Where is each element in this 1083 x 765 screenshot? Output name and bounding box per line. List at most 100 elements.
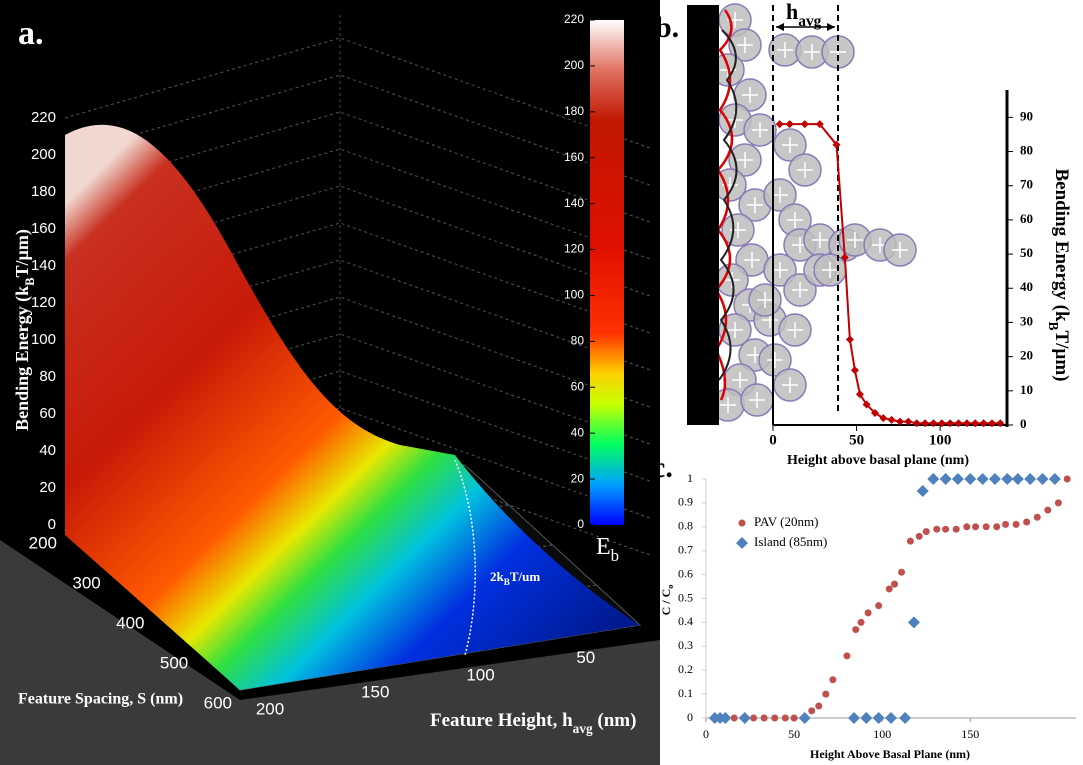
grid-line [64,333,651,445]
particle-cross [782,137,798,153]
y-axis-label-part: (nm) [593,710,637,731]
y-axis-label-part: Feature Height, h [430,710,573,731]
colorbar-tick-label: 60 [571,379,585,393]
marker [1048,473,1061,485]
z-tick-label: 80 [39,368,56,385]
particle-cross [772,262,788,278]
marker [887,415,896,424]
marker [790,714,798,722]
z-axis-label-part: Bending Energy (k [12,286,33,431]
marker [937,419,946,428]
marker [907,616,920,629]
particle-cross [777,42,793,58]
colorbar-tick-label: 80 [571,334,585,348]
particle-cross [744,252,760,268]
panel-label: a. [18,15,44,52]
marker [872,712,885,724]
particle-cross [892,242,908,258]
marker [885,712,897,724]
z-tick-label: 100 [31,331,56,348]
z-tick-label: 20 [39,479,56,496]
annotation: 2kBT/um [490,569,540,587]
z-tick-label: 180 [31,183,56,200]
particle-cross [737,37,753,53]
marker [982,523,990,531]
particle-cross [804,44,820,60]
grid-line [64,222,651,334]
y-tick-label: 0.2 [678,662,693,676]
legend-label: Island (85nm) [754,534,827,549]
x-tick-label: 600 [204,693,232,712]
energy-surface [65,124,640,691]
grid-line [64,148,651,260]
colorbar-tick-label: 200 [564,58,584,72]
y-tick-label: 150 [361,682,389,701]
floor-shadow [0,540,660,765]
particle-cross [767,352,783,368]
y-tick-label: 50 [1020,245,1033,260]
y-tick-label: 0.9 [678,495,693,509]
y-tick-label: 0.8 [678,519,693,533]
marker [988,473,1001,485]
marker [987,419,996,428]
particle-cross [757,292,773,308]
y-tick-label: 70 [1020,177,1033,192]
marker [1024,473,1037,485]
x-axis-label: Feature Spacing, S (nm) [18,691,183,708]
marker [915,532,923,540]
y-tick-label: 80 [1020,143,1033,158]
marker [815,702,823,710]
x-tick-label: 100 [929,432,952,448]
y-tick-label: 40 [1020,279,1033,294]
grid-line [64,37,651,149]
colorbar-tick-label: 160 [564,150,584,164]
marker [860,712,873,724]
grid-line [64,111,651,223]
y-tick-label: 60 [1020,211,1033,226]
y-tick-label: 100 [466,665,494,684]
x-tick-label: 200 [29,533,57,552]
x-tick-label: 50 [788,727,800,741]
particle-cross [787,212,803,228]
y-tick-label: 20 [1020,348,1033,363]
x-tick-label: 0 [703,727,709,741]
z-tick-label: 200 [31,146,56,163]
marker [971,419,980,428]
marker [852,626,860,634]
particle-cross [737,152,753,168]
marker [738,712,751,724]
marker [963,523,971,531]
polymer [718,29,738,381]
x-tick-label: 400 [116,613,144,632]
colorbar-tick-label: 100 [564,288,584,302]
marker [1044,506,1052,514]
marker [1063,475,1071,483]
y-tick-label: 200 [256,699,284,718]
colorbar-label-part: E [596,534,611,560]
grid-line [64,74,651,186]
grid-line [64,444,651,556]
marker [929,419,938,428]
marker [771,714,779,722]
x-tick-label: 0 [769,432,777,448]
colorbar-label: Eb [596,534,619,566]
panel-label: c. [652,451,673,484]
x-tick-label: 300 [72,573,100,592]
y-tick-label: 0.1 [678,686,693,700]
marker [1002,520,1010,528]
particle-cross [720,397,736,413]
marker [730,714,738,722]
y-axis-label-part: o [666,585,675,589]
marker [933,525,941,533]
marker [840,253,849,262]
marker [870,409,879,418]
marker [898,568,906,576]
particle-cross [772,187,788,203]
marker [899,712,912,724]
grid-line [64,259,651,371]
z-tick-label: 140 [31,257,56,274]
marker [875,602,883,610]
colorbar [590,20,624,525]
y-axis-label: Bending Energy (kBT/µm) [1046,168,1071,381]
